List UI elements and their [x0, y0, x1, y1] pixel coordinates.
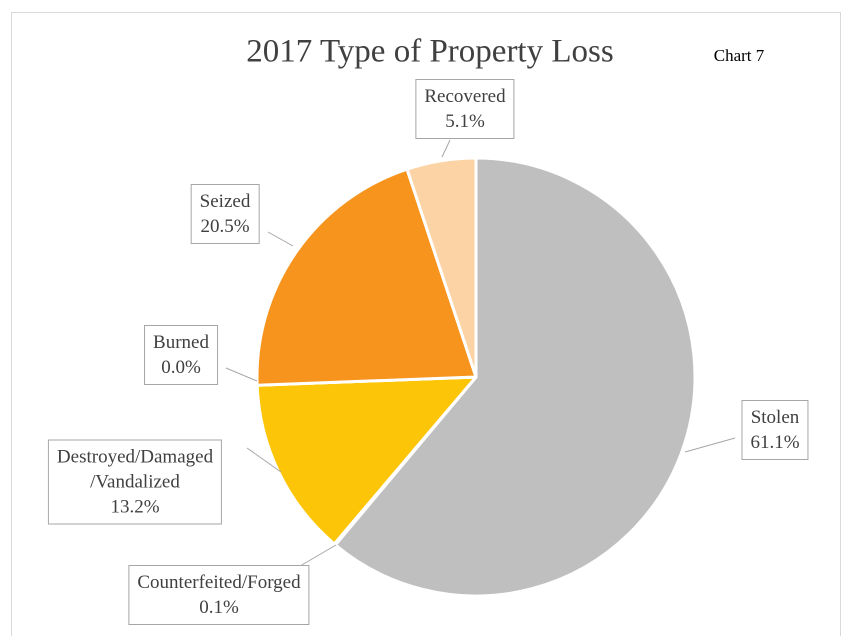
label-category: Stolen	[750, 407, 800, 428]
label-category: Seized	[199, 191, 251, 212]
data-label: Counterfeited/Forged 0.1%	[128, 565, 310, 625]
leader-line	[225, 367, 258, 382]
data-label: Stolen 61.1%	[741, 400, 809, 460]
chart-title: 2017 Type of Property Loss	[246, 33, 614, 70]
leader-line	[441, 139, 451, 158]
data-label: Seized 20.5%	[190, 184, 260, 244]
pie-slice	[405, 156, 478, 379]
data-label: Recovered 5.1%	[415, 79, 515, 139]
label-category: Counterfeited/Forged	[137, 572, 301, 593]
label-value: 20.5%	[200, 216, 250, 237]
chart-annotation: Chart 7	[713, 46, 765, 65]
label-category: Burned	[153, 332, 209, 353]
data-label: Burned 0.0%	[144, 325, 218, 385]
leader-line	[299, 544, 337, 567]
label-value: 0.0%	[161, 357, 201, 378]
label-category: Destroyed/Damaged /Vandalized	[56, 446, 214, 493]
pie-slice	[333, 156, 697, 598]
chart-border	[11, 12, 841, 636]
data-label: Destroyed/Damaged /Vandalized 13.2%	[47, 439, 223, 525]
leader-line	[684, 437, 736, 453]
leader-line	[246, 447, 282, 473]
label-category: Recovered	[424, 86, 506, 107]
pie-slice	[255, 167, 478, 387]
pie-slice	[255, 375, 478, 546]
label-value: 61.1%	[750, 432, 800, 453]
label-value: 13.2%	[110, 496, 160, 518]
leader-line	[267, 231, 294, 247]
label-value: 5.1%	[445, 111, 485, 132]
label-value: 0.1%	[199, 597, 239, 618]
